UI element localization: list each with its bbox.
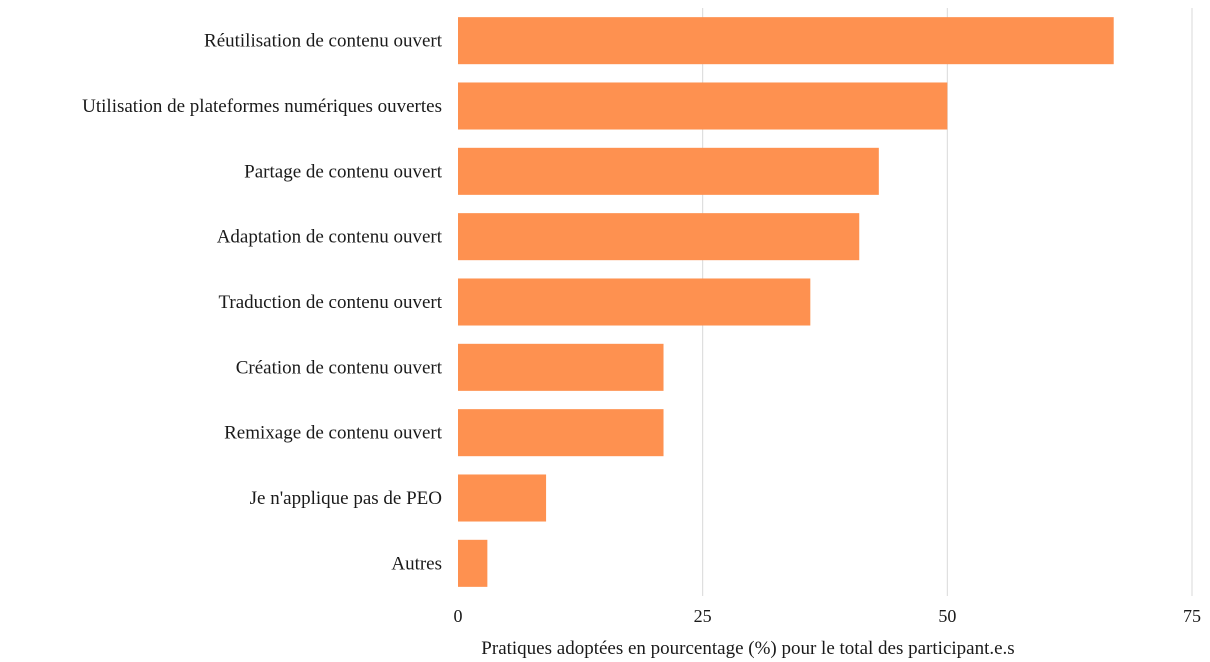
- x-tick-labels: 0 25 50 75: [454, 606, 1202, 626]
- x-axis-title: Pratiques adoptées en pourcentage (%) po…: [481, 638, 1014, 659]
- x-tick-label: 50: [938, 606, 956, 626]
- bar: [458, 82, 948, 130]
- bar: [458, 474, 547, 522]
- category-label: Remixage de contenu ouvert: [224, 423, 443, 444]
- bar: [458, 409, 664, 457]
- bar: [458, 213, 860, 261]
- bar: [458, 278, 811, 326]
- category-label: Création de contenu ouvert: [236, 357, 443, 378]
- category-label: Je n'applique pas de PEO: [250, 488, 442, 509]
- bar: [458, 147, 879, 195]
- category-labels: Réutilisation de contenu ouvert Utilisati…: [82, 31, 443, 575]
- category-label: Partage de contenu ouvert: [244, 161, 443, 182]
- bar: [458, 343, 664, 391]
- category-label: Utilisation de plateformes numériques ou…: [82, 96, 442, 117]
- x-tick-label: 0: [454, 606, 463, 626]
- bar: [458, 539, 488, 587]
- bar: [458, 17, 1114, 65]
- category-label: Autres: [391, 553, 442, 574]
- category-label: Traduction de contenu ouvert: [218, 292, 442, 313]
- category-label: Adaptation de contenu ouvert: [217, 227, 443, 248]
- x-tick-label: 25: [694, 606, 712, 626]
- x-tick-label: 75: [1183, 606, 1201, 626]
- bars: [458, 17, 1114, 587]
- category-label: Réutilisation de contenu ouvert: [204, 31, 443, 52]
